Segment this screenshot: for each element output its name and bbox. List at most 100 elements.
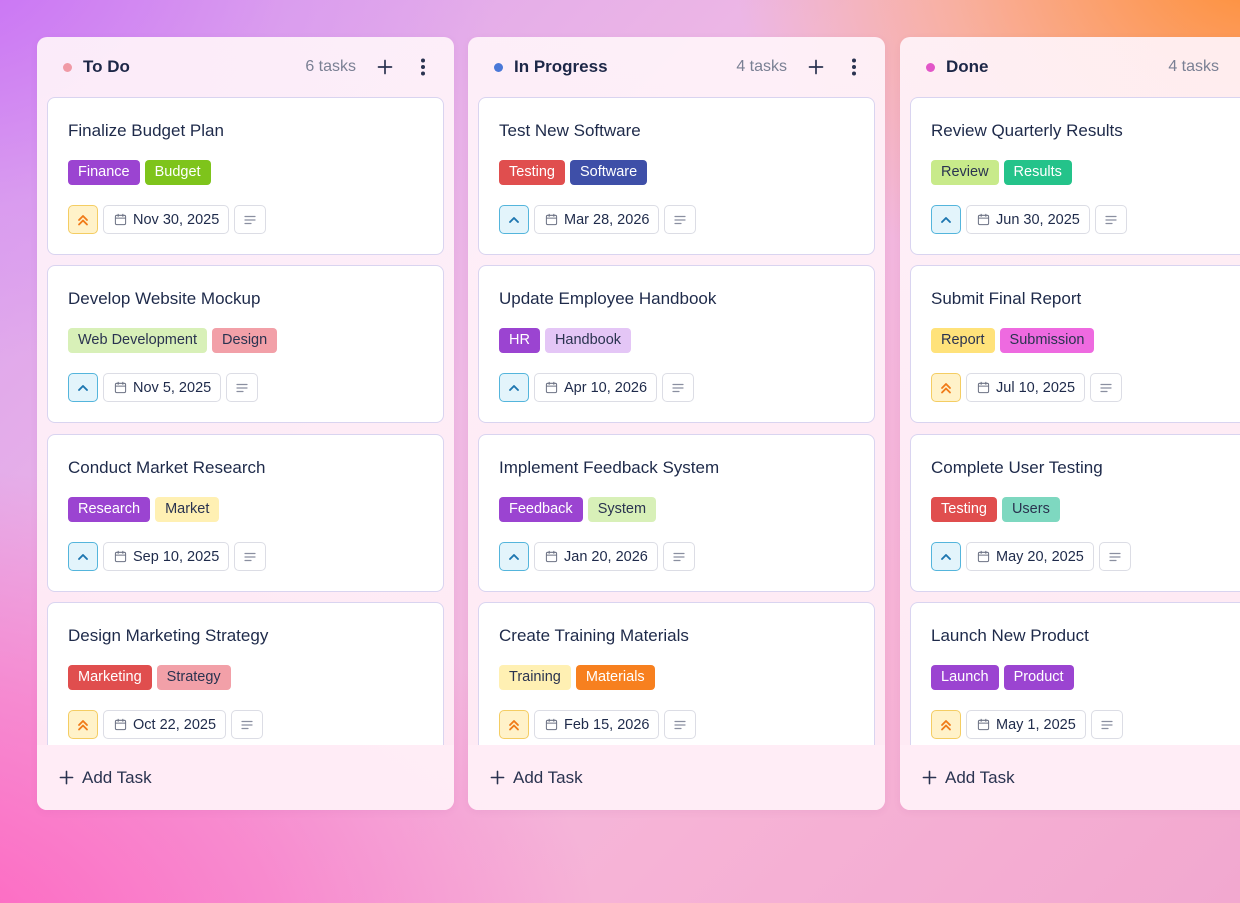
notes-icon[interactable]: [662, 373, 695, 402]
due-date-chip[interactable]: Nov 30, 2025: [103, 205, 230, 234]
card-meta: Nov 30, 2025: [68, 205, 267, 234]
add-task-button[interactable]: Add Task: [468, 745, 885, 810]
task-count: 4 tasks: [1168, 58, 1219, 75]
priority-medium-icon[interactable]: [499, 373, 529, 402]
column-done: Done 4 tasks Review Quarterly Results Rev…: [900, 37, 1240, 810]
calendar-icon: [977, 213, 996, 226]
add-task-label: Add Task: [82, 767, 152, 787]
notes-icon[interactable]: [226, 373, 259, 402]
calendar-icon: [545, 213, 564, 226]
due-date-chip[interactable]: Jul 10, 2025: [966, 373, 1086, 402]
task-card[interactable]: Finalize Budget Plan Finance Budget Nov 30,…: [47, 97, 444, 255]
calendar-icon: [545, 381, 564, 394]
due-date-chip[interactable]: Feb 15, 2026: [534, 710, 660, 739]
tag-list: Marketing Strategy: [68, 665, 231, 690]
due-date-chip[interactable]: Sep 10, 2025: [103, 542, 230, 571]
tag-badge: Feedback: [499, 497, 583, 522]
due-date-chip[interactable]: Mar 28, 2026: [534, 205, 660, 234]
priority-high-icon[interactable]: [931, 710, 961, 739]
tag-list: Launch Product: [931, 665, 1074, 690]
tag-list: Review Results: [931, 160, 1072, 185]
add-task-label: Add Task: [945, 767, 1015, 787]
priority-medium-icon[interactable]: [931, 542, 961, 571]
priority-medium-icon[interactable]: [499, 205, 529, 234]
notes-icon[interactable]: [664, 710, 697, 739]
column-header: To Do 6 tasks: [37, 37, 454, 97]
task-card[interactable]: Implement Feedback System Feedback System J…: [478, 434, 875, 592]
due-date-chip[interactable]: May 1, 2025: [966, 710, 1086, 739]
priority-medium-icon[interactable]: [931, 205, 961, 234]
priority-medium-icon[interactable]: [68, 373, 98, 402]
card-meta: Jul 10, 2025: [931, 373, 1123, 402]
notes-icon[interactable]: [231, 710, 264, 739]
priority-high-icon[interactable]: [68, 205, 98, 234]
card-meta: Mar 28, 2026: [499, 205, 697, 234]
column-title: Done: [946, 57, 989, 76]
tag-badge: Research: [68, 497, 151, 522]
task-card[interactable]: Test New Software Testing Software Mar 28, …: [478, 97, 875, 255]
tag-badge: Software: [569, 160, 648, 185]
calendar-icon: [977, 550, 996, 563]
priority-high-icon[interactable]: [931, 373, 961, 402]
status-dot: [926, 62, 935, 72]
priority-medium-icon[interactable]: [68, 542, 98, 571]
task-card[interactable]: Design Marketing Strategy Marketing Strate…: [47, 602, 444, 745]
notes-icon[interactable]: [234, 205, 267, 234]
tag-list: HR Handbook: [499, 328, 632, 353]
task-card[interactable]: Update Employee Handbook HR Handbook Apr 10…: [478, 265, 875, 423]
calendar-icon: [114, 718, 133, 731]
notes-icon[interactable]: [1090, 373, 1123, 402]
task-card[interactable]: Review Quarterly Results Review Results Jun…: [910, 97, 1240, 255]
priority-high-icon[interactable]: [499, 710, 529, 739]
calendar-icon: [977, 718, 996, 731]
add-task-button[interactable]: Add Task: [900, 745, 1240, 810]
task-card[interactable]: Complete User Testing Testing Users May 20,…: [910, 434, 1240, 592]
notes-icon[interactable]: [234, 542, 267, 571]
tag-badge: Testing: [499, 160, 565, 185]
due-date-chip[interactable]: Jan 20, 2026: [534, 542, 658, 571]
tag-badge: Handbook: [544, 328, 632, 353]
more-vertical-icon[interactable]: [845, 57, 863, 77]
add-icon[interactable]: [376, 57, 394, 77]
task-card[interactable]: Launch New Product Launch Product May 1, 20…: [910, 602, 1240, 745]
task-card[interactable]: Develop Website Mockup Web Development Des…: [47, 265, 444, 423]
task-title: Implement Feedback System: [499, 458, 720, 477]
due-date-chip[interactable]: Nov 5, 2025: [103, 373, 222, 402]
due-date: Sep 10, 2025: [133, 548, 220, 565]
tag-badge: Users: [1001, 497, 1060, 522]
priority-high-icon[interactable]: [68, 710, 98, 739]
card-list: Test New Software Testing Software Mar 28, …: [478, 97, 875, 745]
task-count: 6 tasks: [305, 58, 356, 75]
add-icon[interactable]: [807, 57, 825, 77]
column-header: In Progress 4 tasks: [468, 37, 885, 97]
due-date-chip[interactable]: Jun 30, 2025: [966, 205, 1090, 234]
card-meta: May 1, 2025: [931, 710, 1123, 739]
card-meta: Jun 30, 2025: [931, 205, 1127, 234]
card-list: Review Quarterly Results Review Results Jun…: [910, 97, 1240, 745]
notes-icon[interactable]: [1090, 710, 1123, 739]
tag-list: Feedback System: [499, 497, 657, 522]
due-date-chip[interactable]: May 20, 2025: [966, 542, 1094, 571]
add-task-button[interactable]: Add Task: [37, 745, 454, 810]
due-date-chip[interactable]: Apr 10, 2026: [534, 373, 658, 402]
card-meta: May 20, 2025: [931, 542, 1131, 571]
task-card[interactable]: Create Training Materials Training Materia…: [478, 602, 875, 745]
task-card[interactable]: Conduct Market Research Research Market Sep…: [47, 434, 444, 592]
due-date: Mar 28, 2026: [564, 211, 650, 228]
priority-medium-icon[interactable]: [499, 542, 529, 571]
tag-badge: Product: [1003, 665, 1074, 690]
task-card[interactable]: Submit Final Report Report Submission Jul 1…: [910, 265, 1240, 423]
calendar-icon: [545, 550, 564, 563]
plus-icon: [59, 770, 74, 785]
calendar-icon: [977, 381, 996, 394]
notes-icon[interactable]: [1098, 542, 1131, 571]
due-date-chip[interactable]: Oct 22, 2025: [103, 710, 227, 739]
notes-icon[interactable]: [664, 205, 697, 234]
more-vertical-icon[interactable]: [414, 57, 432, 77]
card-meta: Oct 22, 2025: [68, 710, 264, 739]
due-date: May 1, 2025: [996, 716, 1076, 733]
notes-icon[interactable]: [1094, 205, 1127, 234]
notes-icon[interactable]: [662, 542, 695, 571]
calendar-icon: [114, 550, 133, 563]
